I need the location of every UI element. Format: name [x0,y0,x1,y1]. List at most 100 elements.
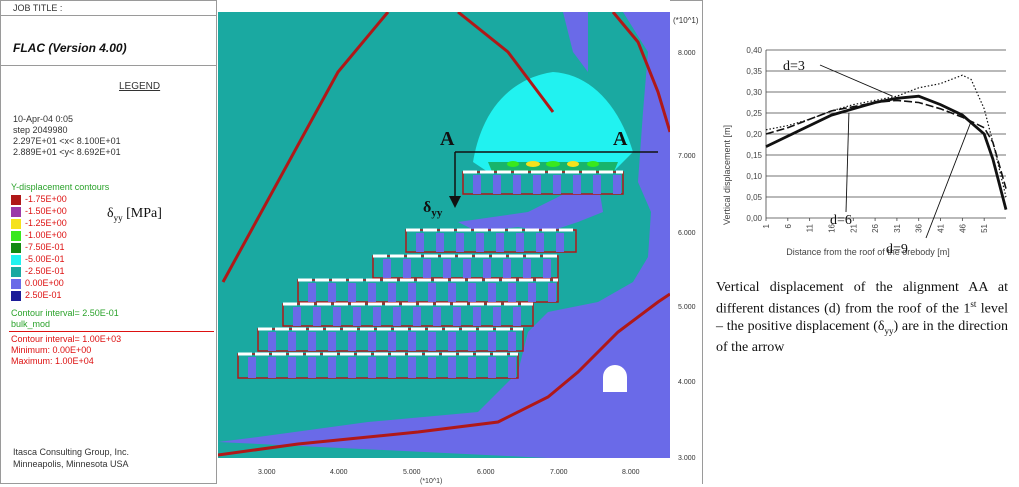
contour-swatch [11,291,21,301]
contour-level-label: 2.50E-01 [25,290,62,300]
chart-series-line [765,94,1008,210]
chart-y-tick: 0,35 [746,67,762,76]
contour-level-item: -5.00E-01 [11,254,101,266]
contour-swatch [11,219,21,229]
legend-step: step 2049980 [13,125,68,135]
legend-title: LEGEND [119,81,161,92]
chart-x-tick: 31 [893,223,902,232]
chart-x-ticks: 1 6 11 16 21 26 31 36 41 46 51 [762,218,989,233]
job-title: JOB TITLE : [13,3,63,13]
chart-y-tick: 0,25 [746,109,762,118]
stope-level [462,170,624,195]
x-axis-unit: (*10^1) [420,478,443,485]
x-tick-label: 8.000 [622,469,640,476]
contour-level-item: 0.00E+00 [11,278,101,290]
legend-x-range: 2.297E+01 <x< 8.100E+01 [13,136,121,146]
x-tick-label: 3.000 [258,469,276,476]
annotation-arrow [845,112,850,213]
stope-levels [237,170,624,379]
chart-series-line [765,99,1007,189]
chart-y-tick: 0,30 [746,88,762,97]
stope-level [237,352,519,379]
chart-series-line [765,74,1007,198]
chart-y-label: Vertical displacement [m] [722,125,732,225]
contour-swatch [11,267,21,277]
stope-level [405,228,577,253]
chart-y-tick: 0,00 [746,214,762,223]
chart-y-tick: 0,15 [746,151,762,160]
x-tick-label: 4.000 [330,469,348,476]
maximum-label: Maximum: 1.00E+04 [11,356,94,366]
minimum-label: Minimum: 0.00E+00 [11,345,92,355]
chart-x-label: Distance from the roof of the orebody [m… [786,247,950,257]
displacement-dome [473,72,633,172]
y-tick-label: 5.000 [678,304,696,311]
flac-figure: JOB TITLE : FLAC (Version 4.00) LEGEND 1… [0,0,703,485]
boundary-left [221,12,390,283]
delta-yy-label: δyy [MPa] [107,206,162,223]
legend-panel: JOB TITLE : FLAC (Version 4.00) LEGEND 1… [0,0,217,484]
chart-annotation: d=9 [886,242,908,257]
chart-y-tick: 0,40 [746,46,762,55]
contour-interval: Contour interval= 2.50E-01 [11,308,119,318]
contour-level-label: -1.00E+00 [25,230,67,240]
contour-swatch [11,255,21,265]
chart-x-tick: 46 [958,223,967,232]
contour-level-label: -1.75E+00 [25,194,67,204]
stope-level [372,254,559,279]
company-location: Minneapolis, Minnesota USA [13,459,129,469]
chart-annotation: d=3 [783,59,805,74]
contour-level-item: -7.50E-01 [11,242,101,254]
legend-y-range: 2.889E+01 <y< 8.692E+01 [13,147,121,157]
chart-x-tick: 41 [937,223,946,232]
x-tick-label: 6.000 [477,469,495,476]
chart-grid [765,49,1006,219]
label-A-left: A [440,128,455,150]
contour-level-label: 0.00E+00 [25,278,64,288]
chart-x-tick: 26 [871,223,880,232]
chart-x-tick: 51 [980,223,989,232]
contour-level-item: -1.25E+00 [11,218,101,230]
contour-level-item: 2.50E-01 [11,290,101,302]
legend-date: 10-Apr-04 0:05 [13,114,74,124]
boundary-top-right [611,12,670,133]
y-tick-label: 7.000 [678,153,696,160]
legend-divider [9,331,214,332]
y-tick-label: 3.000 [678,455,696,462]
y-axis-unit: (*10^1) [673,16,699,25]
chart-y-ticks: 0,00 0,05 0,10 0,15 0,20 0,25 0,30 0,35 0,40 [746,46,762,223]
chart-series [765,74,1008,210]
chart-x-tick: 6 [784,223,793,228]
contour-level-label: -1.25E+00 [25,218,67,228]
stope-level [297,278,559,303]
contour-swatch [11,279,21,289]
chart-x-tick: 21 [849,223,858,232]
tunnel-icon [603,365,627,392]
y-tick-label: 6.000 [678,230,696,237]
flac-model-plot: A A δyy [218,12,670,458]
label-A-right: A [613,128,628,150]
company-name: Itasca Consulting Group, Inc. [13,447,130,457]
positive-zone [218,12,670,458]
chart-x-tick: 16 [827,223,836,232]
chart-x-tick: 1 [762,223,771,228]
x-tick-label: 7.000 [550,469,568,476]
annotation-arrow [819,64,893,97]
contour-swatch [11,195,21,205]
contour-level-item: -2.50E-01 [11,266,101,278]
contour-level-item: -1.75E+00 [11,194,101,206]
max-displacement-zones [507,161,599,167]
x-tick-label: 5.000 [403,469,421,476]
contour-swatch [11,231,21,241]
bulk-mod-label: bulk_mod [11,319,51,329]
contour-level-item: -1.50E+00 [11,206,101,218]
plot-delta-label: δyy [423,199,443,219]
app-title: FLAC (Version 4.00) [13,41,127,55]
chart-y-tick: 0,20 [746,130,762,139]
chart-y-tick: 0,10 [746,172,762,181]
boundary-top [457,12,555,113]
boundary-bottom [218,292,670,457]
stope-level [282,302,534,327]
